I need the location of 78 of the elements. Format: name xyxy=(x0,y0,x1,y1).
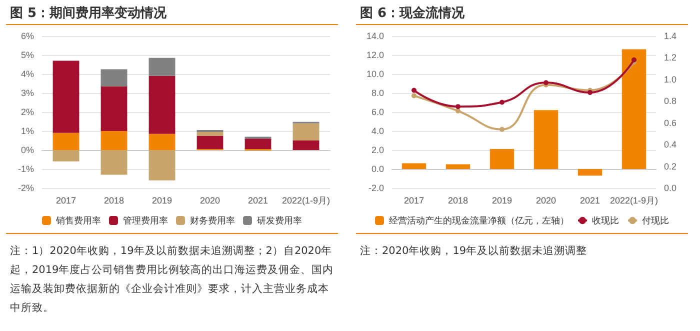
y2-tick-label: 1.4 xyxy=(664,31,677,41)
point xyxy=(456,104,460,110)
chart-title: 图 6：现金流情况 xyxy=(360,4,465,22)
y-tick-label: 6% xyxy=(20,31,34,41)
y-tick-label: 2% xyxy=(20,107,34,117)
chart-title: 图 5：期间费用率变动情况 xyxy=(10,4,167,22)
y-tick-label: 10.0 xyxy=(366,69,384,79)
x-tick-label: 2021 xyxy=(580,196,600,206)
y2-tick-label: 0.8 xyxy=(664,96,677,106)
legend-label: 管理费用率 xyxy=(123,216,168,226)
bar xyxy=(148,134,176,150)
bar xyxy=(52,60,80,133)
text: 注：1）2020年收购，19年及以前数据未追溯调整；2）自2020年起，2019年度占公司销售费用比例较高的出口海运费及佣金、国内运输及装卸费依据新的《企业会计准则》要求，计入主营业务成本中所致。 xyxy=(10,244,334,316)
y2-tick-label: 0.4 xyxy=(664,140,677,150)
bar xyxy=(148,150,176,180)
bar xyxy=(52,132,80,150)
x-tick-label: 2018 xyxy=(104,196,124,206)
x-tick-label: 2017 xyxy=(404,196,424,206)
y2-tick-label: 0.6 xyxy=(664,118,677,128)
x-tick-label: 2017 xyxy=(56,196,76,206)
point xyxy=(412,93,416,98)
x-tick-label: 2020 xyxy=(536,196,556,206)
legend-label: 经营活动产生的现金流量净额（亿元，左轴） xyxy=(389,216,569,226)
x-tick-label: 2018 xyxy=(448,196,468,206)
y-tick-label: 0.0 xyxy=(371,164,384,174)
y-tick-label: 12.0 xyxy=(366,50,384,60)
y-tick-label: 6.0 xyxy=(371,107,384,117)
bar xyxy=(402,163,426,169)
bar xyxy=(100,131,128,150)
bar xyxy=(100,86,128,131)
bar xyxy=(196,136,224,150)
point xyxy=(500,126,504,132)
y-tick-label: -2.0 xyxy=(368,183,384,193)
legend-label: 研发费用率 xyxy=(257,216,302,226)
y-tick-label: -2% xyxy=(18,183,34,193)
bar xyxy=(622,49,646,169)
bar xyxy=(52,150,80,162)
y-tick-label: 1% xyxy=(20,126,34,136)
legend-label: 收现比 xyxy=(592,216,619,226)
legend-label: 销售费用率 xyxy=(55,216,101,226)
y2-tick-label: 1.2 xyxy=(664,52,677,63)
text: 注：2020年收购，19年及以前数据未追溯调整 xyxy=(360,244,588,259)
point xyxy=(500,100,504,105)
y-tick-label: 4.0 xyxy=(371,126,384,136)
x-tick-label: 2021 xyxy=(248,196,268,206)
y-tick-label: 0% xyxy=(20,145,34,155)
x-tick-label: 2020 xyxy=(200,196,220,206)
y-tick-label: -1% xyxy=(18,164,34,174)
bar xyxy=(148,76,176,134)
bar xyxy=(196,132,224,136)
y2-tick-label: 0.0 xyxy=(664,183,677,193)
y-tick-label: 14.0 xyxy=(366,31,384,41)
bar xyxy=(490,149,514,169)
x-tick-label: 2019 xyxy=(492,196,512,206)
bar xyxy=(292,123,320,140)
bar xyxy=(100,150,128,175)
bar xyxy=(292,140,320,150)
y-tick-label: 4% xyxy=(20,69,34,79)
x-tick-label: 2022(1-9月) xyxy=(610,196,658,206)
x-tick-label: 2019 xyxy=(152,196,172,206)
bar xyxy=(100,69,128,86)
bar xyxy=(578,169,602,176)
bar xyxy=(534,110,558,169)
y2-tick-label: 1.0 xyxy=(664,74,677,84)
point xyxy=(412,88,416,93)
legend-label: 付现比 xyxy=(642,216,669,226)
x-tick-label: 2022(1-9月) xyxy=(282,196,330,206)
point xyxy=(632,57,636,62)
point xyxy=(456,108,460,114)
y-tick-label: 5% xyxy=(20,50,34,60)
bar xyxy=(446,164,470,169)
bar xyxy=(148,58,176,76)
y-tick-label: 3% xyxy=(20,88,34,98)
legend-label: 财务费用率 xyxy=(190,216,235,226)
y-tick-label: 2.0 xyxy=(371,145,384,155)
y-tick-label: 8.0 xyxy=(371,88,384,98)
y2-tick-label: 0.2 xyxy=(664,161,677,172)
bar xyxy=(244,138,272,150)
